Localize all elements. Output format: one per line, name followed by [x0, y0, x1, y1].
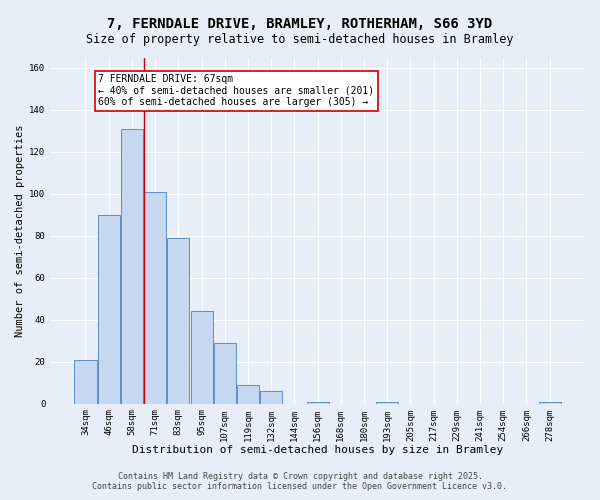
X-axis label: Distribution of semi-detached houses by size in Bramley: Distribution of semi-detached houses by … [132, 445, 503, 455]
Bar [167, 238, 190, 404]
Bar [214, 343, 236, 404]
Text: 7 FERNDALE DRIVE: 67sqm
← 40% of semi-detached houses are smaller (201)
60% of s: 7 FERNDALE DRIVE: 67sqm ← 40% of semi-de… [98, 74, 374, 108]
Bar [307, 402, 329, 404]
Bar [191, 312, 212, 404]
Text: Size of property relative to semi-detached houses in Bramley: Size of property relative to semi-detach… [86, 32, 514, 46]
Bar [237, 385, 259, 404]
Bar [144, 192, 166, 404]
Bar [74, 360, 97, 404]
Bar [376, 402, 398, 404]
Y-axis label: Number of semi-detached properties: Number of semi-detached properties [15, 124, 25, 337]
Bar [260, 391, 282, 404]
Text: Contains HM Land Registry data © Crown copyright and database right 2025.
Contai: Contains HM Land Registry data © Crown c… [92, 472, 508, 491]
Bar [539, 402, 560, 404]
Bar [98, 215, 120, 404]
Bar [121, 129, 143, 404]
Text: 7, FERNDALE DRIVE, BRAMLEY, ROTHERHAM, S66 3YD: 7, FERNDALE DRIVE, BRAMLEY, ROTHERHAM, S… [107, 18, 493, 32]
